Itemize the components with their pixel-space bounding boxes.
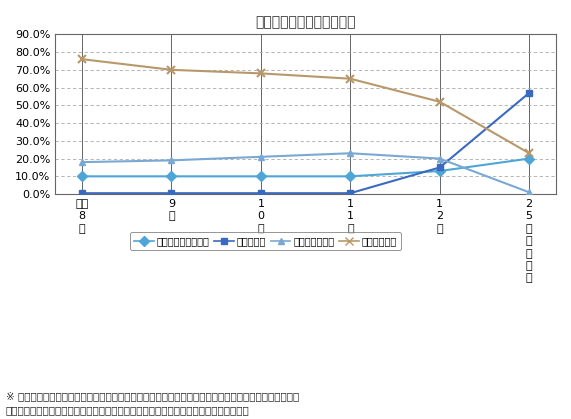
下水道人口 (168, 191, 175, 196)
汲み取り尿尿 (347, 76, 354, 81)
単独浄化槽人口 (436, 156, 443, 161)
汲み取り尿尿 (258, 71, 264, 76)
Text: ※ 公共下水道は、計画年度の平成２３年には全町民の６６％の普及率、合併処理浄化槽は同じく２２％
の普及率を目指しています。これらを合わせて、９５％の生活排水処理: ※ 公共下水道は、計画年度の平成２３年には全町民の６６％の普及率、合併処理浄化槽… (6, 391, 299, 415)
単独浄化槽人口 (347, 151, 354, 156)
下水道人口 (79, 191, 86, 196)
Line: 単独浄化槽人口: 単独浄化槽人口 (79, 150, 533, 196)
下水道人口 (258, 191, 264, 196)
合併処理浄化槽人口 (79, 174, 86, 179)
汲み取り尿尿 (436, 99, 443, 104)
Line: 汲み取り尿尿: 汲み取り尿尿 (78, 55, 533, 158)
Line: 合併処理浄化槽人口: 合併処理浄化槽人口 (79, 155, 533, 180)
Line: 下水道人口: 下水道人口 (79, 89, 533, 197)
下水道人口 (436, 165, 443, 170)
下水道人口 (526, 91, 533, 96)
合併処理浄化槽人口 (168, 174, 175, 179)
Title: 生活排水の処理形態別人口: 生活排水の処理形態別人口 (255, 15, 356, 29)
単独浄化槽人口 (79, 160, 86, 165)
汲み取り尿尿 (526, 151, 533, 156)
合併処理浄化槽人口 (258, 174, 264, 179)
単独浄化槽人口 (526, 190, 533, 195)
下水道人口 (347, 191, 354, 196)
汲み取り尿尿 (79, 57, 86, 62)
合併処理浄化槽人口 (347, 174, 354, 179)
合併処理浄化槽人口 (436, 168, 443, 173)
単独浄化槽人口 (258, 154, 264, 159)
合併処理浄化槽人口 (526, 156, 533, 161)
汲み取り尿尿 (168, 67, 175, 72)
Legend: 合併処理浄化槽人口, 下水道人口, 単独浄化槽人口, 汲み取り尿尿: 合併処理浄化槽人口, 下水道人口, 単独浄化槽人口, 汲み取り尿尿 (130, 232, 401, 250)
単独浄化槽人口 (168, 158, 175, 163)
